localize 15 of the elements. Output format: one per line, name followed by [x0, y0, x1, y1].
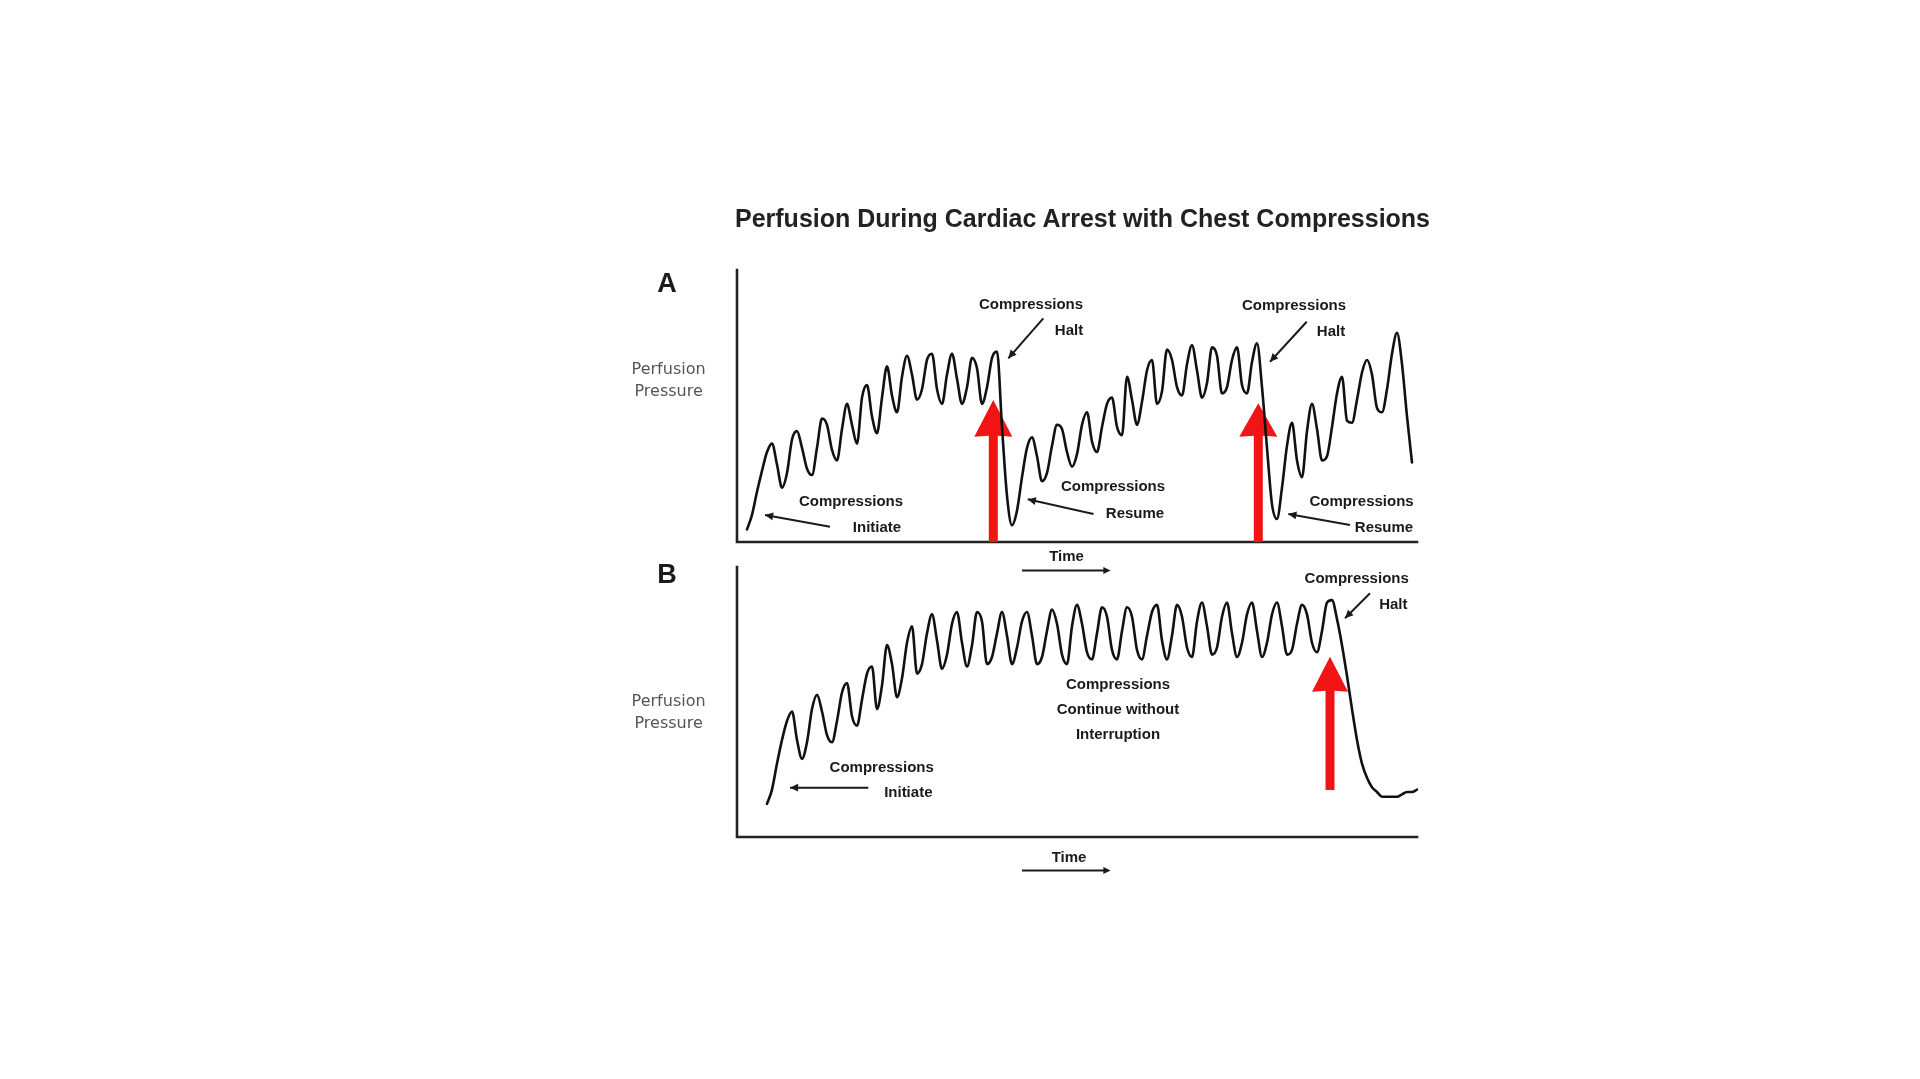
annotation: Compressions Initiate	[829, 758, 934, 801]
annotation: Compressions Continue without Interruption	[1056, 674, 1180, 742]
annotation: Compressions Halt	[978, 295, 1084, 338]
annotation: Compressions Initiate	[798, 492, 904, 536]
chart-subtitle: A	[657, 268, 677, 299]
x-axis-title: Time	[1051, 848, 1087, 866]
chart-subtitle: B	[657, 559, 677, 590]
annotation: Compressions Halt	[1304, 569, 1409, 613]
annotation: Compressions Resume	[1060, 477, 1166, 522]
annotation: Compressions Halt	[1241, 296, 1347, 340]
x-axis-title: Time	[1049, 547, 1084, 565]
y-axis-title: Perfusion Pressure	[631, 359, 706, 401]
y-axis-title: Perfusion Pressure	[631, 691, 706, 733]
annotation: Compressions Resume	[1309, 492, 1414, 536]
chart-title: Perfusion During Cardiac Arrest with Chest Compressions	[734, 203, 1431, 232]
